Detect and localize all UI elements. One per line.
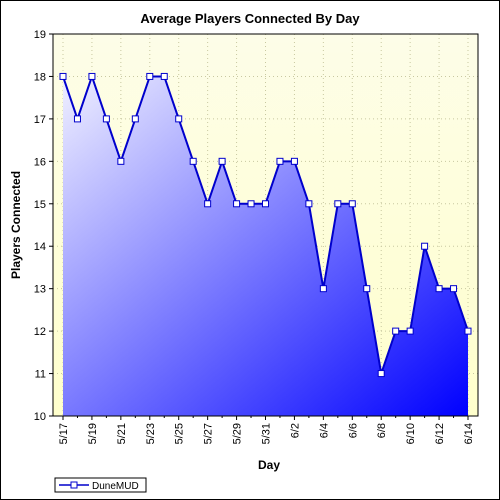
x-tick-label: 5/19 xyxy=(87,423,99,444)
x-tick-label: 5/23 xyxy=(145,423,157,444)
data-point-marker xyxy=(247,200,255,208)
data-point-marker xyxy=(363,285,371,293)
x-tick-label: 6/2 xyxy=(289,423,301,438)
data-point-marker xyxy=(88,72,96,80)
y-tick-label: 13 xyxy=(34,284,46,296)
data-point-marker xyxy=(233,200,241,208)
x-tick-label: 5/29 xyxy=(232,423,244,444)
y-tick-label: 12 xyxy=(34,326,46,338)
data-point-marker xyxy=(421,242,429,250)
x-tick-label: 5/31 xyxy=(261,423,273,444)
x-tick-label: 6/6 xyxy=(347,423,359,438)
legend-series-label: DuneMUD xyxy=(92,481,139,492)
series-markers xyxy=(59,72,472,378)
x-tick-label: 6/14 xyxy=(463,423,475,444)
data-point-marker xyxy=(305,200,313,208)
x-tick-label: 6/10 xyxy=(405,423,417,444)
data-point-marker xyxy=(348,200,356,208)
data-point-marker xyxy=(218,157,226,165)
data-point-marker xyxy=(131,115,139,123)
data-point-marker xyxy=(319,285,327,293)
x-tick-label: 5/17 xyxy=(58,423,70,444)
y-tick-label: 17 xyxy=(34,114,46,126)
data-point-marker xyxy=(464,327,472,335)
series-area-fill xyxy=(63,76,468,416)
data-point-marker xyxy=(276,157,284,165)
y-tick-label: 10 xyxy=(34,411,46,423)
data-point-marker xyxy=(435,285,443,293)
x-tick-label: 6/4 xyxy=(318,423,330,438)
y-tick-label: 14 xyxy=(34,241,46,253)
x-tick-label: 5/21 xyxy=(116,423,128,444)
y-axis-title: Players Connected xyxy=(9,171,23,279)
data-point-marker xyxy=(450,285,458,293)
x-tick-label: 6/8 xyxy=(376,423,388,438)
data-point-marker xyxy=(204,200,212,208)
x-tick-label: 5/27 xyxy=(203,423,215,444)
legend-series-marker xyxy=(70,481,78,489)
y-tick-label: 19 xyxy=(34,29,46,41)
data-point-marker xyxy=(73,115,81,123)
chart-title: Average Players Connected By Day xyxy=(140,11,360,26)
data-point-marker xyxy=(102,115,110,123)
data-point-marker xyxy=(117,157,125,165)
y-tick-label: 16 xyxy=(34,156,46,168)
data-point-marker xyxy=(59,72,67,80)
data-point-marker xyxy=(392,327,400,335)
data-point-marker xyxy=(189,157,197,165)
legend-box xyxy=(54,477,147,493)
y-tick-label: 11 xyxy=(35,369,46,381)
data-point-marker xyxy=(334,200,342,208)
data-point-marker xyxy=(262,200,269,208)
data-point-marker xyxy=(377,370,385,378)
y-axis-ticks: 10 11 12 13 14 15 16 17 18 19 xyxy=(34,29,53,423)
x-tick-label: 6/12 xyxy=(434,423,446,444)
y-tick-label: 18 xyxy=(34,71,46,83)
data-point-marker xyxy=(406,327,414,335)
series-area xyxy=(63,76,468,416)
x-axis-ticks: 5/17 5/19 5/21 5/23 5/25 5/27 5/29 5/31 6/2 6/4 6/… xyxy=(58,416,475,444)
x-tick-label: 5/25 xyxy=(174,423,186,444)
data-point-marker xyxy=(175,115,183,123)
legend: DuneMUD xyxy=(54,477,147,493)
x-axis-title: Day xyxy=(258,458,280,472)
y-tick-label: 15 xyxy=(34,199,46,211)
data-point-marker xyxy=(160,72,168,80)
data-point-marker xyxy=(290,157,298,165)
data-point-marker xyxy=(146,72,154,80)
